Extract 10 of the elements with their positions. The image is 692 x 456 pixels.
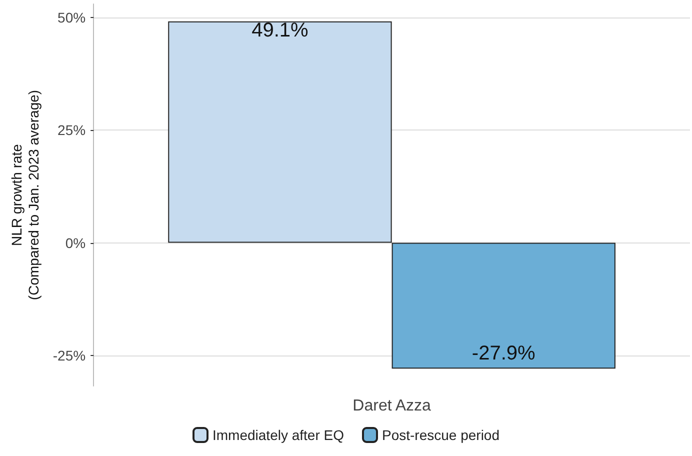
legend-label: Post-rescue period	[382, 427, 500, 443]
data-label: 49.1%	[252, 19, 309, 42]
x-tick-label: Daret Azza	[352, 398, 432, 414]
data-label: -27.9%	[472, 342, 536, 365]
legend-label: Immediately after EQ	[212, 427, 344, 443]
y-tick-label: -25%	[52, 348, 86, 364]
y-tick-label: 0%	[65, 234, 86, 251]
y-tick-label: 50%	[58, 9, 86, 26]
y-tick-label: 25%	[58, 122, 86, 138]
y-axis-title: NLR growth rate (Compared to Jan. 2023 average)	[8, 90, 42, 300]
